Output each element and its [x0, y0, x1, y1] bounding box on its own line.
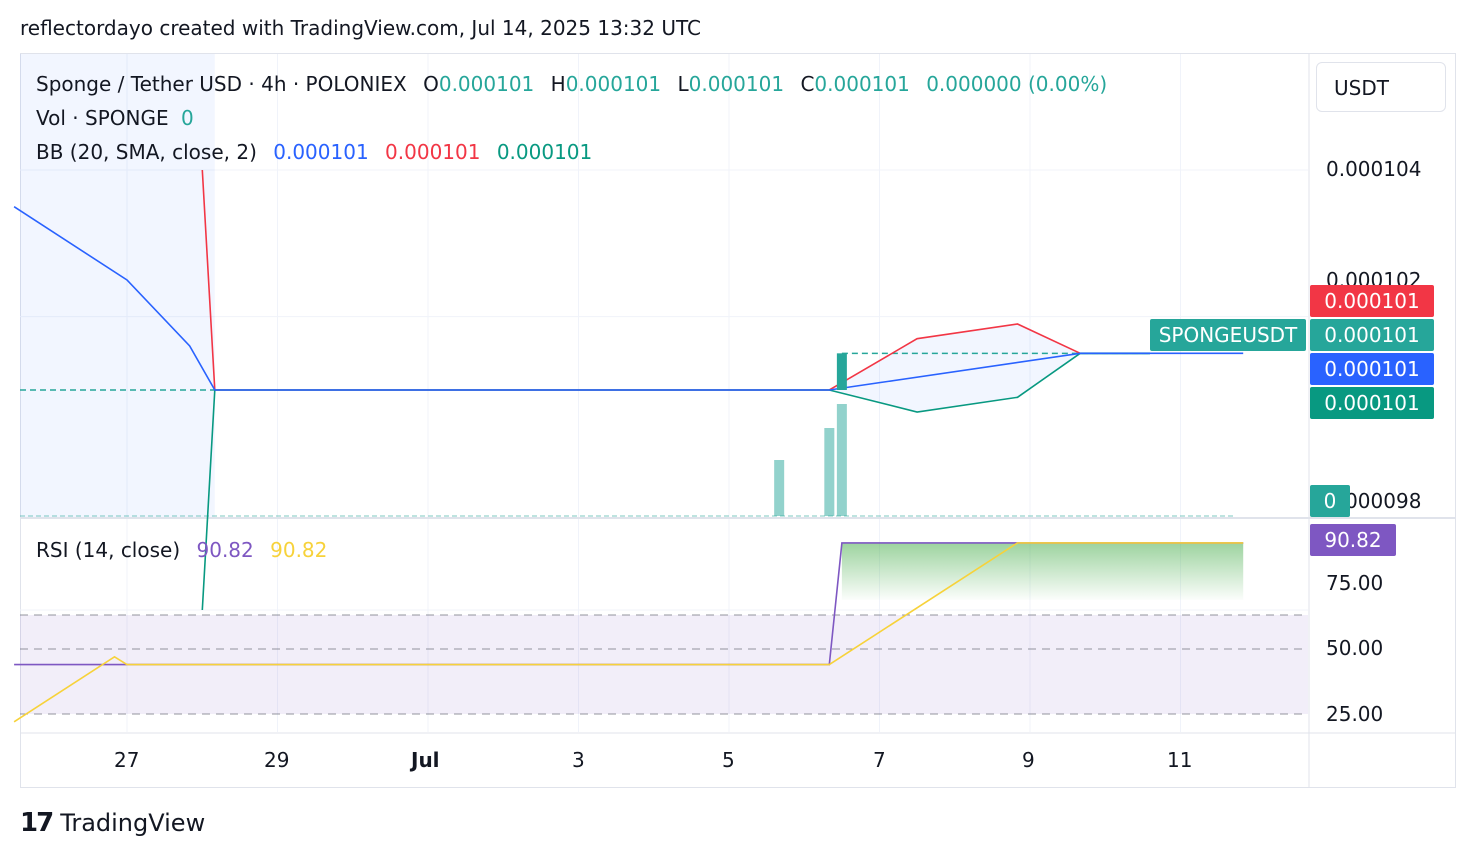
- open-label: O: [423, 72, 439, 96]
- volume-legend[interactable]: Vol · SPONGE 0: [36, 106, 194, 130]
- volume-bar: [824, 428, 835, 516]
- time-tick: 9: [1022, 748, 1035, 772]
- rsi-tick: 25.00: [1326, 702, 1384, 726]
- time-tick: Jul: [411, 748, 440, 772]
- bb-legend[interactable]: BB (20, SMA, close, 2) 0.000101 0.000101…: [36, 140, 592, 164]
- bb-basis-badge: 0.000101: [1310, 353, 1434, 385]
- rsi-pane: [13, 542, 1308, 723]
- symbol-tag: SPONGEUSDT: [1150, 319, 1306, 351]
- close-label: C: [800, 72, 815, 96]
- time-tick: 7: [873, 748, 886, 772]
- time-tick: 5: [722, 748, 735, 772]
- bb-fill-area: [20, 54, 215, 517]
- bb-lower-badge: 0.000101: [1310, 387, 1434, 419]
- main-legend[interactable]: Sponge / Tether USD · 4h · POLONIEX O0.0…: [36, 72, 1107, 96]
- time-tick: 3: [572, 748, 585, 772]
- volume-value: 0: [180, 106, 194, 130]
- bb-basis-value: 0.000101: [273, 140, 369, 164]
- time-tick: 29: [264, 748, 290, 772]
- chart-header: reflectordayo created with TradingView.c…: [20, 16, 701, 40]
- bb-upper-line: [201, 169, 1081, 391]
- bb-label: BB (20, SMA, close, 2): [36, 140, 257, 164]
- close-value: 0.000101: [814, 72, 910, 96]
- high-value: 0.000101: [565, 72, 662, 96]
- price-tick: 0.000104: [1326, 157, 1422, 181]
- high-label: H: [550, 72, 566, 96]
- rsi-overbought-fill: [841, 542, 1244, 600]
- bb-upper-value: 0.000101: [385, 140, 481, 164]
- bb-lower-line: [201, 352, 1081, 611]
- tradingview-logo-icon: 17: [20, 808, 54, 838]
- brand-name: TradingView: [60, 809, 206, 837]
- chart-frame: [20, 53, 1456, 788]
- low-label: L: [677, 72, 689, 96]
- rsi-legend[interactable]: RSI (14, close) 90.82 90.82: [36, 538, 327, 562]
- price-pane: [13, 54, 1244, 611]
- rsi-badge: 90.82: [1310, 524, 1396, 556]
- low-value: 0.000101: [688, 72, 785, 96]
- symbol-title[interactable]: Sponge / Tether USD · 4h · POLONIEX: [36, 72, 407, 96]
- open-value: 0.000101: [438, 72, 535, 96]
- change-value: 0.000000 (0.00%): [926, 72, 1108, 96]
- volume-label: Vol · SPONGE: [36, 106, 169, 130]
- grid: [20, 54, 1456, 788]
- rsi-value: 90.82: [196, 538, 254, 562]
- volume-badge: 0: [1310, 485, 1350, 517]
- volume-bar: [774, 460, 785, 516]
- rsi-label: RSI (14, close): [36, 538, 181, 562]
- volume-bar: [836, 404, 847, 516]
- last-price-badge: 0.000101: [1310, 319, 1434, 351]
- time-tick: 27: [114, 748, 140, 772]
- time-tick: 11: [1167, 748, 1193, 772]
- price-candle: [836, 353, 847, 390]
- rsi-ma-value: 90.82: [270, 538, 328, 562]
- bb-fill-area: [214, 324, 1081, 412]
- currency-unit-button[interactable]: USDT: [1316, 62, 1446, 112]
- bb-basis-line: [13, 206, 1244, 391]
- rsi-ma-line: [13, 542, 1244, 723]
- bb-lower-value: 0.000101: [496, 140, 593, 164]
- bb-upper-badge: 0.000101: [1310, 285, 1434, 317]
- rsi-tick: 75.00: [1326, 571, 1384, 595]
- rsi-tick: 50.00: [1326, 636, 1384, 660]
- footer-brand[interactable]: 17 TradingView: [20, 808, 205, 838]
